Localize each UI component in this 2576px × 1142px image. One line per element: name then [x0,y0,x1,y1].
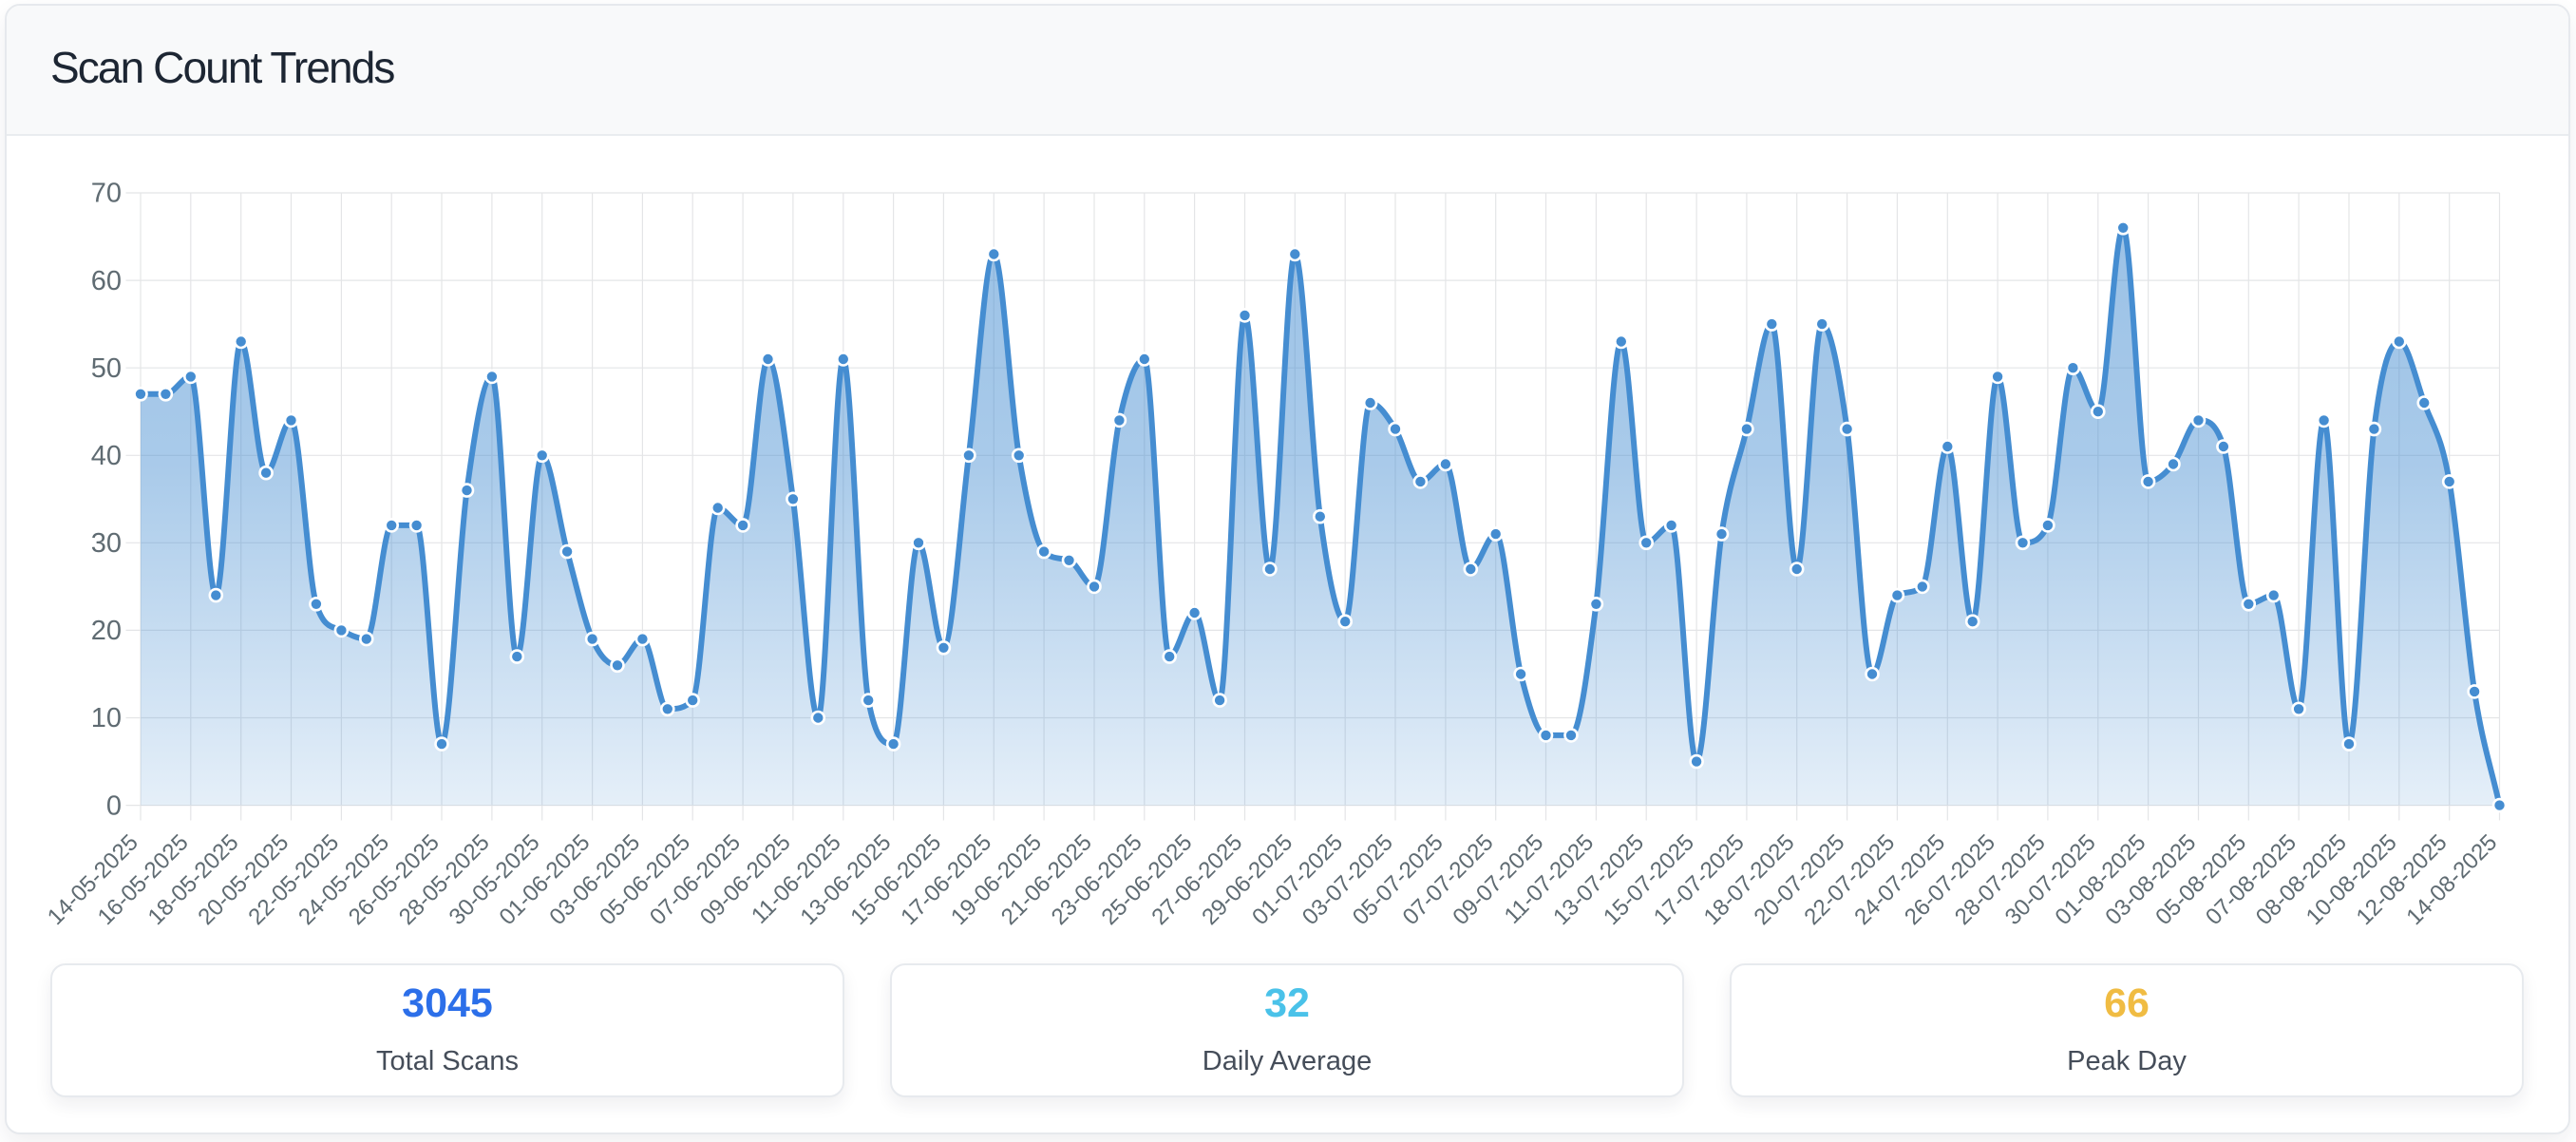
svg-text:30: 30 [91,528,122,559]
svg-text:20: 20 [91,616,122,646]
svg-text:40: 40 [91,441,122,471]
svg-text:0: 0 [106,790,122,821]
svg-text:10: 10 [91,703,122,733]
svg-text:70: 70 [91,179,122,209]
svg-text:60: 60 [91,266,122,296]
svg-text:50: 50 [91,353,122,384]
